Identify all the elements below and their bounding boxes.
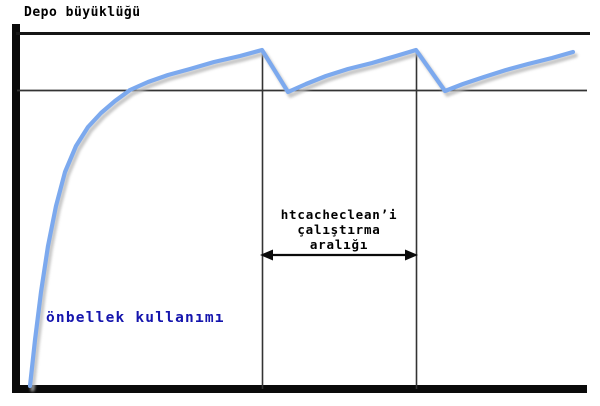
interval-arrow-left-head bbox=[260, 249, 273, 261]
interval-arrow-right-head bbox=[405, 249, 418, 261]
y-axis-title: Depo büyüklüğü bbox=[24, 5, 141, 20]
interval-annotation: htcacheclean’i çalıştırma aralığı bbox=[258, 207, 420, 252]
interval-annotation-line2: çalıştırma bbox=[297, 222, 381, 237]
interval-annotation-line3: aralığı bbox=[309, 237, 369, 252]
cache-usage-curve bbox=[27, 47, 576, 389]
y-axis-bar bbox=[12, 24, 20, 393]
cache-usage-label: önbellek kullanımı bbox=[46, 310, 225, 326]
cache-usage-curve-shadow bbox=[30, 51, 578, 392]
interval-annotation-line1: htcacheclean’i bbox=[280, 207, 398, 222]
x-axis-bar bbox=[12, 385, 587, 393]
